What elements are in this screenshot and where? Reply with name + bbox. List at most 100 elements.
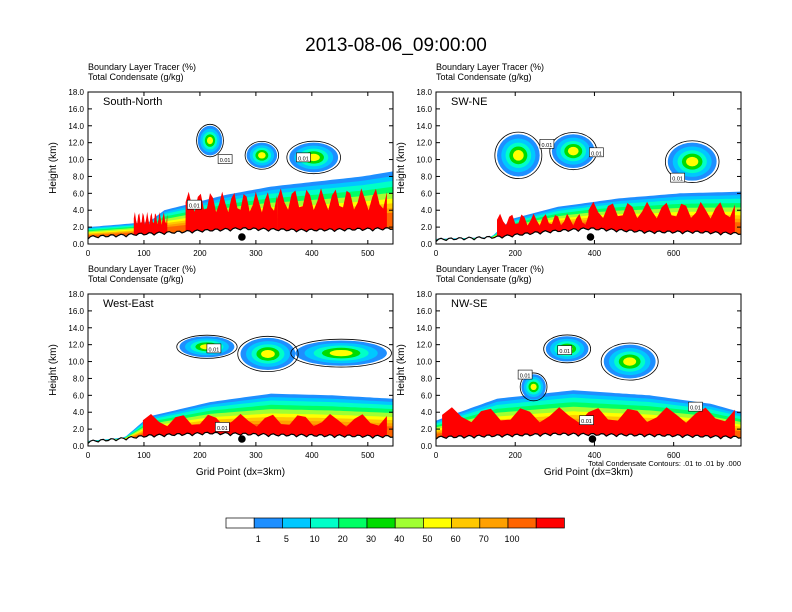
tracer-field bbox=[88, 123, 393, 244]
y-tick-label: 14.0 bbox=[416, 324, 432, 333]
y-tick-label: 18.0 bbox=[68, 290, 84, 299]
contour-label-box bbox=[296, 152, 311, 163]
y-tick-label: 0.0 bbox=[421, 240, 433, 249]
contour-label: 0.01 bbox=[298, 156, 309, 162]
contour-info: Total Condensate Contours: .01 to .01 by… bbox=[588, 459, 741, 468]
anvil-layer bbox=[513, 150, 524, 161]
y-tick-label: 6.0 bbox=[421, 189, 433, 198]
contour-label-box bbox=[517, 369, 533, 380]
colorbar-label: 70 bbox=[479, 534, 489, 544]
colorbar-label: 40 bbox=[394, 534, 404, 544]
panel-south-north: 0.0 2.0 4.0 6.0 8.0 10.0 12.0 14.0 16.0 18.0 0 100 2… bbox=[48, 62, 394, 258]
x-tick-label: 200 bbox=[509, 451, 523, 460]
y-tick-label: 4.0 bbox=[421, 408, 433, 417]
y-tick-label: 18.0 bbox=[416, 290, 432, 299]
colorbar-label: 10 bbox=[310, 534, 320, 544]
y-axis-label: Height (km) bbox=[396, 344, 407, 396]
plot-frame bbox=[435, 293, 742, 447]
colorbar-box bbox=[451, 517, 481, 529]
left-string-2: Total Condensate (g/kg) bbox=[436, 274, 532, 284]
location-marker bbox=[238, 435, 246, 443]
y-tick-label: 16.0 bbox=[68, 307, 84, 316]
x-tick-label: 300 bbox=[249, 451, 263, 460]
contour-label: 0.01 bbox=[217, 426, 228, 432]
y-axis-label: Height (km) bbox=[396, 142, 407, 194]
left-string-1: Boundary Layer Tracer (%) bbox=[88, 264, 196, 274]
anvil-layer bbox=[567, 146, 579, 156]
x-tick-label: 100 bbox=[137, 451, 151, 460]
y-tick-label: 2.0 bbox=[421, 425, 433, 434]
x-tick-label: 400 bbox=[588, 249, 602, 258]
y-tick-label: 12.0 bbox=[68, 341, 84, 350]
y-tick-label: 0.0 bbox=[421, 442, 433, 451]
y-tick-label: 2.0 bbox=[73, 223, 85, 232]
plot-frame bbox=[87, 91, 394, 245]
x-axis-label: Grid Point (dx=3km) bbox=[196, 467, 285, 478]
figure-title: 2013-08-06_09:00:00 bbox=[305, 35, 487, 56]
colorbar-box bbox=[282, 517, 311, 529]
tracer-field bbox=[436, 334, 741, 446]
anvil-layer bbox=[206, 136, 214, 145]
y-tick-label: 12.0 bbox=[416, 139, 432, 148]
condensate-contour bbox=[286, 140, 341, 175]
y-tick-label: 8.0 bbox=[421, 172, 433, 181]
x-tick-label: 400 bbox=[305, 451, 319, 460]
colorbar-label: 100 bbox=[504, 534, 519, 544]
left-string-2: Total Condensate (g/kg) bbox=[436, 72, 532, 82]
x-tick-label: 0 bbox=[434, 249, 439, 258]
y-tick-label: 8.0 bbox=[73, 172, 85, 181]
panels-group: 0.0 2.0 4.0 6.0 8.0 10.0 12.0 14.0 16.0 18.0 0 100 2… bbox=[48, 62, 742, 478]
contour-label: 0.01 bbox=[520, 374, 531, 380]
x-tick-label: 500 bbox=[361, 451, 375, 460]
x-tick-label: 600 bbox=[667, 451, 681, 460]
condensate-contour bbox=[244, 140, 280, 170]
colorbar-label: 30 bbox=[366, 534, 376, 544]
panel-label: South-North bbox=[103, 96, 162, 108]
x-tick-label: 400 bbox=[305, 249, 319, 258]
y-tick-label: 16.0 bbox=[416, 307, 432, 316]
x-tick-label: 500 bbox=[361, 249, 375, 258]
y-axis-label: Height (km) bbox=[48, 142, 59, 194]
anvil-layer bbox=[261, 349, 275, 358]
y-tick-label: 4.0 bbox=[421, 206, 433, 215]
y-tick-label: 12.0 bbox=[416, 341, 432, 350]
panel-west-east: 0.0 2.0 4.0 6.0 8.0 10.0 12.0 14.0 16.0 18.0 0 100 2… bbox=[48, 264, 394, 478]
y-tick-label: 6.0 bbox=[73, 189, 85, 198]
y-tick-label: 0.0 bbox=[73, 240, 85, 249]
y-tick-label: 12.0 bbox=[68, 139, 84, 148]
panel-label: SW-NE bbox=[451, 96, 487, 108]
contour-label: 0.01 bbox=[209, 347, 220, 353]
anvil-layer bbox=[329, 349, 353, 357]
y-tick-label: 14.0 bbox=[68, 122, 84, 131]
y-tick-label: 10.0 bbox=[416, 156, 432, 165]
contour-label-box bbox=[688, 401, 703, 412]
y-axis-label: Height (km) bbox=[48, 344, 59, 396]
y-tick-label: 14.0 bbox=[416, 122, 432, 131]
y-tick-label: 8.0 bbox=[421, 374, 433, 383]
x-tick-label: 400 bbox=[588, 451, 602, 460]
contour-label: 0.01 bbox=[672, 177, 683, 183]
colorbar: 1 5 10 20 30 40 50 60 70 100 bbox=[225, 517, 565, 544]
y-tick-label: 6.0 bbox=[421, 391, 433, 400]
x-tick-label: 0 bbox=[86, 451, 91, 460]
colorbar-box bbox=[253, 517, 283, 529]
contour-label-box bbox=[206, 343, 222, 354]
terrain-line bbox=[88, 227, 393, 240]
contour-label: 0.01 bbox=[189, 204, 200, 210]
x-tick-label: 600 bbox=[667, 249, 681, 258]
condensate-contour bbox=[196, 123, 224, 158]
condensate-contour bbox=[543, 334, 592, 364]
x-tick-label: 100 bbox=[137, 249, 151, 258]
contour-label-box bbox=[670, 172, 685, 183]
x-axis-label: Grid Point (dx=3km) bbox=[544, 467, 633, 478]
condensate-contour bbox=[290, 338, 392, 368]
panel-label: West-East bbox=[103, 298, 154, 310]
left-string-2: Total Condensate (g/kg) bbox=[88, 274, 184, 284]
y-tick-label: 2.0 bbox=[421, 223, 433, 232]
x-tick-label: 200 bbox=[193, 249, 207, 258]
colorbar-box bbox=[479, 517, 509, 529]
contour-label: 0.01 bbox=[690, 406, 701, 412]
left-string-2: Total Condensate (g/kg) bbox=[88, 72, 184, 82]
colorbar-box bbox=[310, 517, 340, 529]
